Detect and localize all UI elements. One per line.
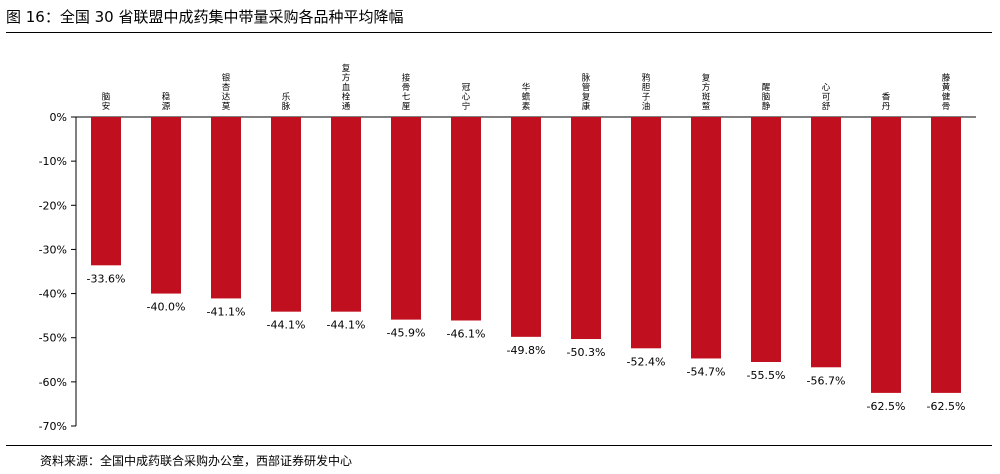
y-tick-label: -50% xyxy=(39,332,67,345)
bar xyxy=(571,117,601,340)
category-label: 乐脉 xyxy=(282,92,291,113)
category-label: 鸦胆子油 xyxy=(642,73,651,113)
data-label: -54.7% xyxy=(687,365,726,378)
category-label: 银杏达莫 xyxy=(222,73,231,113)
category-label: 稳源 xyxy=(162,92,171,113)
bar xyxy=(811,117,841,368)
bar xyxy=(331,117,361,312)
category-label: 醒脑静 xyxy=(762,83,771,112)
bar xyxy=(691,117,721,359)
category-label: 复方斑蝥 xyxy=(702,73,711,113)
y-tick-label: -60% xyxy=(39,376,67,389)
bar xyxy=(91,117,121,266)
y-tick-label: -20% xyxy=(39,199,67,212)
bar-chart: 0% -10% -20% -30% -40% -50% -60% -70% -33.6% 脑安 -4… xyxy=(39,63,976,433)
data-label: -40.0% xyxy=(147,301,186,314)
source-divider xyxy=(6,445,992,446)
y-tick-label: -40% xyxy=(39,288,67,301)
figure-header: 图 16：全国 30 省联盟中成药集中带量采购各品种平均降幅 xyxy=(6,6,992,33)
bar xyxy=(451,117,481,321)
y-tick-label: -30% xyxy=(39,243,67,256)
bar xyxy=(271,117,301,312)
bar xyxy=(511,117,541,337)
bar xyxy=(751,117,781,362)
y-tick-label: -10% xyxy=(39,155,67,168)
bar xyxy=(931,117,961,393)
data-label: -44.1% xyxy=(267,319,306,332)
y-tick-label: -70% xyxy=(39,420,67,433)
data-label: -45.9% xyxy=(387,327,426,340)
category-label: 藤黄健骨 xyxy=(942,73,951,113)
category-label: 冠心宁 xyxy=(462,83,471,112)
bar xyxy=(631,117,661,349)
data-label: -41.1% xyxy=(207,305,246,318)
data-label: -62.5% xyxy=(867,400,906,413)
category-label: 脉管复康 xyxy=(582,73,591,113)
data-label: -56.7% xyxy=(807,374,846,387)
title-divider xyxy=(6,32,992,33)
figure-source: 资料来源：全国中成药联合采购办公室，西部证券研发中心 xyxy=(40,454,353,468)
category-label: 脑安 xyxy=(102,92,111,113)
y-tick-label: 0% xyxy=(50,111,67,124)
category-label: 心可舒 xyxy=(822,83,831,112)
data-label: -46.1% xyxy=(447,327,486,340)
data-label: -62.5% xyxy=(927,400,966,413)
data-label: -44.1% xyxy=(327,319,366,332)
bar xyxy=(211,117,241,299)
category-label: 复方血栓通 xyxy=(342,63,351,112)
data-label: -55.5% xyxy=(747,369,786,382)
category-label: 华蟾素 xyxy=(522,82,531,112)
bar xyxy=(871,117,901,393)
bar xyxy=(151,117,181,294)
category-label: 香丹 xyxy=(882,92,891,113)
data-label: -50.3% xyxy=(567,346,606,359)
figure-title: 图 16：全国 30 省联盟中成药集中带量采购各品种平均降幅 xyxy=(6,8,404,26)
bar xyxy=(391,117,421,320)
data-label: -33.6% xyxy=(87,272,126,285)
data-label: -52.4% xyxy=(627,355,666,368)
data-label: -49.8% xyxy=(507,344,546,357)
category-label: 接骨七厘 xyxy=(402,73,411,113)
